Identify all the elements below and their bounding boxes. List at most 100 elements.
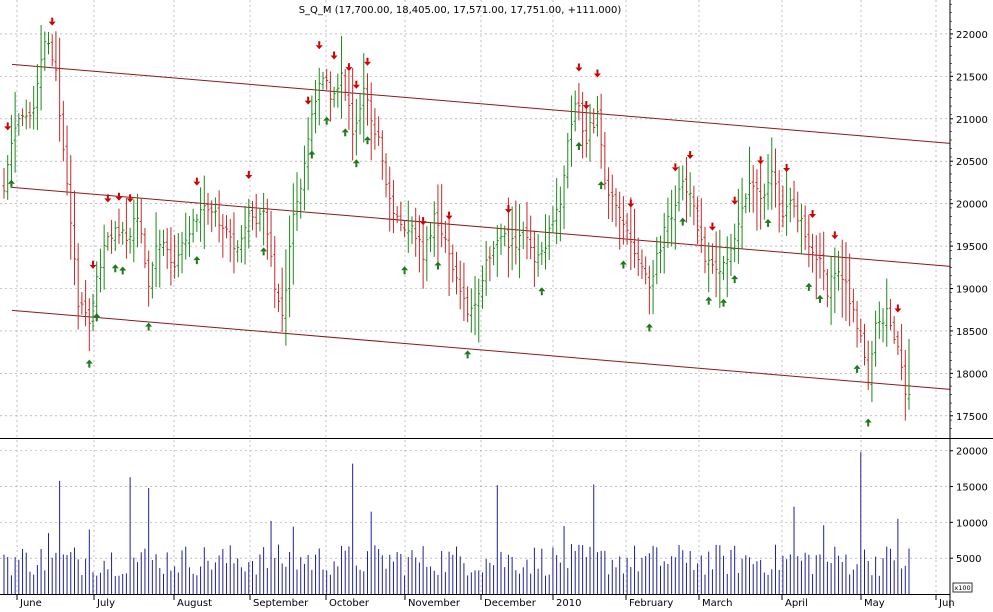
ohlc-bar: [362, 53, 366, 143]
ohlc-bar: [158, 229, 162, 288]
ohlc-bar: [247, 198, 251, 249]
ohlc-bar: [814, 235, 818, 300]
ohlc-bar: [618, 191, 622, 250]
down-signal-arrow-shaft: [785, 163, 788, 168]
ohlc-bar: [636, 237, 640, 276]
ohlc-bar: [124, 197, 128, 259]
ohlc-bar: [187, 216, 191, 257]
ohlc-bar: [210, 200, 214, 232]
up-signal-arrow-shaft: [310, 154, 313, 159]
trend-channel: [11, 63, 951, 390]
up-signal-arrow: [575, 141, 583, 150]
ohlc-bar: [154, 212, 158, 288]
ohlc-bar: [310, 95, 314, 156]
down-signal-arrow-shaft: [247, 171, 250, 176]
ohlc-bar: [673, 185, 677, 250]
up-signal-arrow-head: [111, 264, 119, 269]
down-signal-arrow: [445, 211, 453, 220]
down-signal-arrow-head: [757, 160, 765, 165]
ohlc-bar: [225, 215, 229, 239]
date-axis: June July August September October November De…: [16, 594, 955, 609]
ohlc-bar: [547, 215, 551, 261]
ohlc-bar: [558, 186, 562, 242]
ohlc-bar: [251, 200, 255, 231]
down-signal-arrow-head: [582, 105, 590, 110]
ohlc-bar: [736, 188, 740, 264]
ohlc-bar: [655, 236, 659, 285]
ohlc-bar: [751, 165, 755, 213]
volume-tick-label: 5000: [956, 554, 981, 565]
down-signal-arrow-shaft: [689, 151, 692, 156]
date-tick-label: November: [408, 598, 461, 608]
ohlc-bar: [43, 31, 47, 71]
ohlc-bar: [2, 168, 6, 199]
ohlc-bar: [432, 201, 436, 257]
up-signal-arrow-shaft: [767, 222, 770, 227]
ohlc-bar: [421, 219, 425, 289]
price-tick-label: 21000: [956, 115, 988, 126]
ohlc-bar: [132, 199, 136, 263]
ohlc-bar: [532, 230, 536, 287]
up-signal-arrow: [85, 359, 93, 368]
ohlc-bar: [340, 35, 344, 119]
ohlc-bar: [811, 233, 815, 273]
ohlc-bar: [328, 71, 332, 122]
ohlc-bar: [65, 125, 69, 196]
up-signal-arrow-shaft: [366, 140, 369, 145]
ohlc-bar: [710, 243, 714, 274]
ohlc-bar: [254, 193, 258, 238]
down-signal-arrow-shaft: [92, 260, 95, 265]
up-signal-arrow-head: [864, 418, 872, 423]
price-tick-label: 18000: [956, 369, 988, 380]
down-signal-arrow-head: [831, 235, 839, 240]
ohlc-bar: [748, 146, 752, 213]
up-signal-arrow-head: [720, 298, 728, 303]
down-signal-arrow: [831, 231, 839, 240]
ohlc-bar: [799, 204, 803, 255]
ohlc-bar: [514, 200, 518, 265]
price-bars: [2, 24, 911, 421]
ohlc-bar: [744, 192, 748, 214]
down-signal-arrow-head: [671, 167, 679, 172]
down-signal-arrow: [582, 101, 590, 110]
down-signal-arrow-shaft: [674, 163, 677, 168]
ohlc-bar: [169, 227, 173, 286]
up-signal-arrow-shaft: [325, 120, 328, 125]
up-signal-arrow-shaft: [577, 145, 580, 150]
down-signal-arrow: [245, 171, 253, 180]
ohlc-bar: [414, 207, 418, 257]
down-signal-arrow-shaft: [759, 156, 762, 161]
ohlc-bar: [136, 193, 140, 248]
up-signal-arrow: [853, 364, 861, 373]
up-signal-arrow-head: [7, 179, 15, 184]
up-signal-arrow: [597, 181, 605, 190]
ohlc-bar: [384, 153, 388, 198]
ohlc-bar: [217, 190, 221, 243]
ohlc-bar: [147, 250, 151, 307]
date-tick-label: March: [702, 598, 732, 608]
ohlc-bar: [466, 286, 470, 323]
up-signal-arrow: [720, 298, 728, 307]
ohlc-bar: [165, 228, 169, 269]
up-signal-arrow-head: [363, 136, 371, 141]
down-signal-arrow-shaft: [896, 304, 899, 309]
up-signal-arrow-head: [434, 261, 442, 266]
ohlc-bar: [688, 172, 692, 217]
up-signal-arrow-shaft: [707, 300, 710, 305]
ohlc-bar: [781, 185, 785, 228]
up-signal-arrow-head: [145, 322, 153, 327]
ohlc-bar: [180, 231, 184, 274]
price-tick-label: 22000: [956, 30, 988, 41]
ohlc-bar: [658, 235, 662, 274]
down-signal-arrow: [671, 163, 679, 172]
up-signal-arrow: [864, 418, 872, 427]
ohlc-bar: [284, 249, 288, 346]
ohlc-bar: [855, 300, 859, 348]
down-signal-arrow-head: [593, 73, 601, 78]
up-signal-arrow: [7, 179, 15, 188]
up-signal-arrow-shaft: [355, 163, 358, 168]
ohlc-bar: [525, 201, 529, 260]
down-signal-arrow-head: [304, 100, 312, 105]
volume-tick-label: 15000: [956, 483, 988, 494]
down-signal-arrow: [193, 177, 201, 186]
